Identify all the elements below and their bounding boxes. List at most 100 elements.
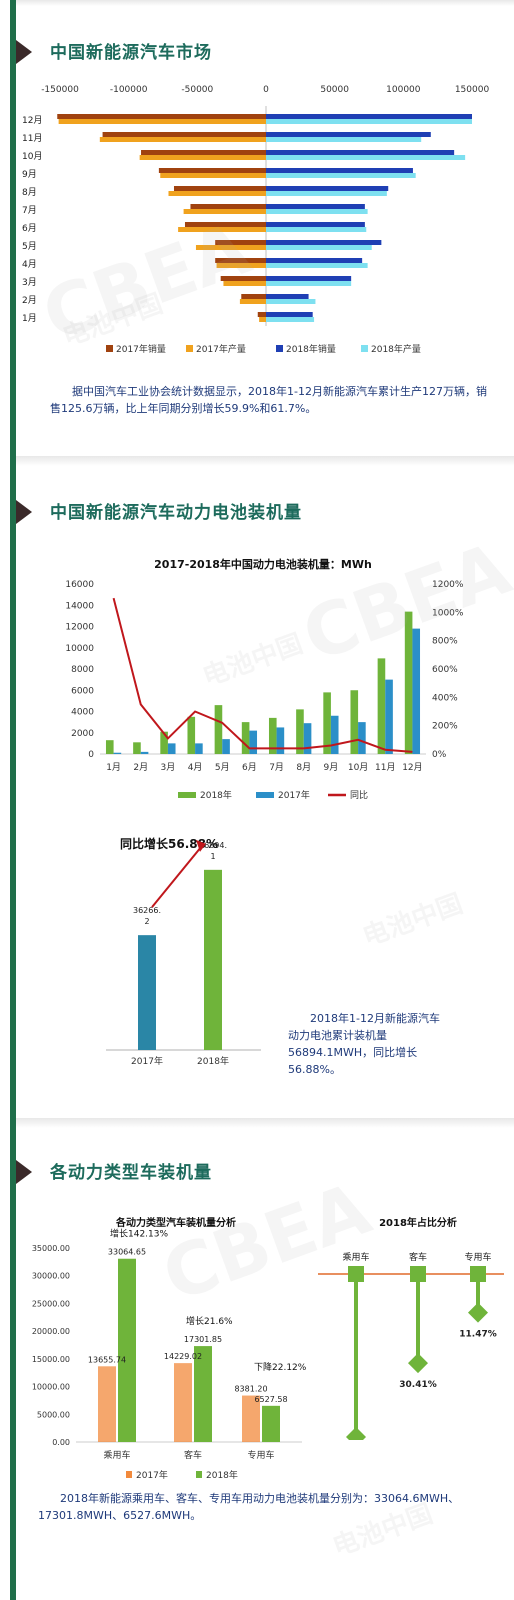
bar-2018年产量 (266, 173, 416, 178)
bar-2017 (98, 1366, 116, 1442)
change-annotation: 增长142.13% (110, 1228, 168, 1240)
change-annotation: 下降22.12% (254, 1361, 306, 1373)
x-tick-label: 100000 (386, 85, 421, 95)
market-section: 中国新能源汽车市场 -150000 -100000 -50000 0 50000 1000… (16, 10, 514, 460)
y2-tick-label: 1200% (432, 580, 464, 590)
y2-tick-label: 600% (432, 665, 458, 675)
bar-2017 (276, 727, 285, 754)
bar-2018 (194, 1346, 212, 1442)
chart-title: 各动力类型汽车装机量分析 (115, 1216, 236, 1229)
y-tick-label: 8月 (22, 187, 37, 198)
y-tick-label: 25000.00 (32, 1299, 70, 1308)
y-tick-label: 0 (88, 750, 94, 760)
bar-2017年销量 (57, 114, 267, 119)
chart-title: 2017-2018年中国动力电池装机量：MWh (154, 557, 372, 571)
bar-2018年销量 (266, 186, 389, 191)
x-tick-label: 6月 (242, 762, 257, 773)
x-tick-label: 10月 (348, 762, 368, 773)
year-bar (204, 869, 222, 1050)
share-value-label: 11.47% (459, 1330, 497, 1340)
bar-2018年产量 (266, 155, 466, 160)
bar-2017年产量 (99, 137, 267, 142)
y-tick-label: 2000 (71, 729, 94, 739)
x-tick-label: 4月 (188, 762, 203, 773)
bar-2018年产量 (266, 227, 367, 232)
bar-2018年产量 (266, 209, 368, 214)
legend-swatch (186, 345, 193, 352)
share-diamond (408, 1353, 428, 1374)
y-tick-label: 4000 (71, 708, 94, 718)
bar-2017 (113, 752, 122, 754)
y2-tick-label: 800% (432, 637, 458, 647)
legend-label: 2017年 (136, 1469, 168, 1480)
bar-value-label: 56894. (199, 841, 227, 850)
bar-2018年销量 (266, 150, 455, 155)
y2-tick-label: 200% (432, 722, 458, 732)
bar-2017年销量 (158, 168, 266, 173)
bar-2017年产量 (168, 191, 266, 196)
bar-2017 (385, 679, 393, 754)
top-divider (16, 0, 514, 6)
bar-2018年产量 (266, 245, 372, 250)
arrow-marker-icon (16, 40, 32, 64)
x-tick-label: -150000 (41, 85, 79, 95)
y-tick-label: 10000.00 (32, 1383, 70, 1392)
y-tick-label: 30000.00 (32, 1272, 70, 1281)
bar-2017年产量 (195, 245, 266, 250)
bar-2018 (323, 692, 331, 754)
market-paragraph: 据中国汽车工业协会统计数据显示，2018年1-12月新能源汽车累计生产127万辆… (50, 385, 487, 415)
category-label: 专用车 (464, 1251, 491, 1263)
legend-label: 同比 (350, 789, 368, 801)
bar-2017 (330, 715, 339, 754)
change-annotation: 增长21.6% (186, 1315, 233, 1327)
bar-2018年销量 (266, 168, 413, 173)
bar-2018年销量 (266, 132, 431, 137)
legend-swatch (196, 1471, 202, 1478)
y-tick-label: 20000.00 (32, 1327, 70, 1336)
bar-2018年产量 (266, 299, 316, 304)
bar-2017 (303, 723, 312, 754)
share-value-label: 30.41% (399, 1380, 437, 1390)
bar-2018 (187, 716, 196, 754)
bar-2017年销量 (220, 276, 266, 281)
bar-value-label: 6527.58 (254, 1395, 287, 1404)
bar-2018 (404, 611, 413, 754)
share-cap (410, 1266, 426, 1282)
bar-2017年销量 (215, 258, 266, 263)
bar-2017 (242, 1395, 260, 1442)
x-tick-label: 9月 (324, 762, 339, 773)
x-tick-label: 50000 (320, 85, 349, 95)
x-tick-label: 150000 (455, 85, 490, 95)
bar-2017年销量 (241, 294, 266, 299)
section-header: 各动力类型车装机量 (16, 1156, 316, 1188)
y-tick-label: 2月 (22, 295, 37, 306)
y-tick-label: 11月 (22, 133, 42, 144)
section-header: 中国新能源汽车动力电池装机量 (16, 496, 316, 528)
y-tick-label: 9月 (22, 169, 37, 180)
bar-2018年销量 (266, 222, 365, 227)
bar-2018年产量 (266, 317, 315, 322)
bar-value-label: 17301.85 (184, 1335, 222, 1344)
y-tick-label: 12月 (22, 115, 42, 126)
x-tick-label: 3月 (161, 762, 176, 773)
bar-2017年销量 (184, 222, 266, 227)
legend-label: 2017年产量 (196, 343, 246, 355)
share-stem (476, 1282, 480, 1313)
x-tick-label: 12月 (402, 762, 422, 773)
legend-swatch (106, 345, 113, 352)
battery-section: 中国新能源汽车动力电池装机量 2017-2018年中国动力电池装机量：MWh 0 2… (16, 470, 514, 1120)
bar-2018 (118, 1258, 136, 1442)
x-tick-label: 1月 (106, 762, 121, 773)
bar-2017年产量 (183, 209, 266, 214)
monthly-battery-chart: 2017-2018年中国动力电池装机量：MWh 0 2000 4000 6000 8000… (65, 557, 464, 801)
x-tick-label: 8月 (296, 762, 311, 773)
bar-2017年销量 (102, 132, 266, 137)
chart-title: 同比增长56.88% (120, 836, 218, 851)
share-diamond (346, 1426, 366, 1440)
y-tick-label: 15000.00 (32, 1355, 70, 1364)
bar-value-label: 14229.02 (164, 1352, 202, 1361)
x-tick-label: 客车 (184, 1449, 202, 1461)
arrow-marker-icon (16, 1160, 32, 1184)
bar-2018 (296, 709, 304, 754)
